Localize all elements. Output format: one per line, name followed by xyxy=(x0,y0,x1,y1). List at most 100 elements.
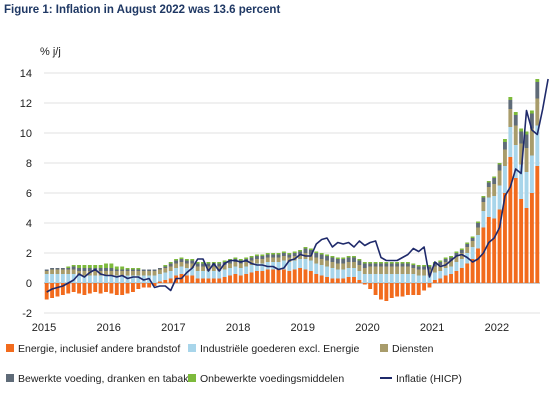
bar-segment-s4-m87 xyxy=(513,112,518,115)
bar-segment-s4-m28 xyxy=(195,262,200,264)
bar-segment-s2-m91 xyxy=(535,98,540,126)
bar-segment-s2-m3 xyxy=(60,269,65,274)
bar-segment-s0-m21 xyxy=(157,281,162,283)
bar-segment-s4-m14 xyxy=(120,266,125,270)
bar-segment-s3-m41 xyxy=(265,254,270,258)
bar-segment-s0-m85 xyxy=(503,193,507,283)
y-tick-label: 12 xyxy=(20,98,32,110)
bar-segment-s1-m73 xyxy=(438,271,443,279)
bar-segment-s3-m54 xyxy=(335,259,340,264)
bar-segment-s2-m27 xyxy=(190,263,195,268)
bar-segment-s0-m5 xyxy=(71,283,76,292)
bar-segment-s0-m37 xyxy=(244,274,249,283)
bar-segment-s0-m66 xyxy=(400,283,405,297)
bar-segment-s1-m36 xyxy=(238,268,243,276)
bar-segment-s2-m44 xyxy=(281,256,286,261)
bar-segment-s0-m18 xyxy=(141,283,146,288)
bar-segment-s3-m30 xyxy=(206,263,211,267)
bar-segment-s3-m20 xyxy=(152,269,157,271)
bar-segment-s0-m76 xyxy=(454,271,459,283)
bar-segment-s1-m7 xyxy=(82,275,87,283)
bar-segment-s3-m16 xyxy=(131,269,135,271)
bar-segment-s2-m36 xyxy=(238,263,243,268)
bar-segment-s3-m50 xyxy=(314,253,319,258)
bar-segment-s1-m4 xyxy=(66,274,71,283)
bar-segment-s3-m85 xyxy=(503,142,507,150)
bar-segment-s3-m66 xyxy=(400,263,405,267)
bar-segment-s3-m5 xyxy=(71,266,76,270)
bar-segment-s0-m33 xyxy=(222,277,227,283)
bar-segment-s0-m91 xyxy=(535,166,540,283)
bar-segment-s3-m6 xyxy=(77,268,81,271)
bar-segment-s1-m57 xyxy=(352,268,356,277)
bar-segment-s0-m39 xyxy=(255,271,259,283)
bar-segment-s4-m32 xyxy=(217,262,222,264)
bar-segment-s4-m27 xyxy=(190,259,195,261)
bar-segment-s4-m74 xyxy=(443,257,448,259)
bar-segment-s4-m15 xyxy=(125,268,130,270)
y-tick-label: 2 xyxy=(26,248,32,260)
bar-segment-s0-m43 xyxy=(276,269,281,283)
bar-segment-s0-m42 xyxy=(271,269,276,283)
bar-segment-s0-m46 xyxy=(292,269,297,283)
bar-segment-s0-m20 xyxy=(152,283,157,286)
bar-segment-s0-m58 xyxy=(357,280,362,283)
bar-segment-s3-m76 xyxy=(454,253,459,256)
bar-segment-s3-m42 xyxy=(271,254,276,258)
bar-segment-s4-m23 xyxy=(168,262,173,264)
bar-segment-s3-m89 xyxy=(524,134,529,148)
bar-segment-s2-m82 xyxy=(486,187,491,198)
bar-segment-s4-m57 xyxy=(352,256,356,258)
bar-segment-s1-m72 xyxy=(432,272,437,280)
bar-segment-s0-m87 xyxy=(513,178,518,283)
bar-segment-s4-m63 xyxy=(384,262,389,264)
bar-segment-s1-m6 xyxy=(77,275,81,283)
bar-segment-s3-m3 xyxy=(60,268,65,270)
bar-segment-s2-m84 xyxy=(497,170,502,186)
bar-segment-s1-m86 xyxy=(508,127,513,157)
bar-segment-s3-m70 xyxy=(422,266,427,270)
bar-segment-s0-m27 xyxy=(190,275,195,283)
bar-segment-s3-m82 xyxy=(486,182,491,187)
bar-segment-s2-m29 xyxy=(201,266,205,271)
bar-segment-s4-m4 xyxy=(66,266,71,268)
bar-segment-s3-m23 xyxy=(168,263,173,267)
x-tick-label: 2022 xyxy=(485,322,509,334)
bar-segment-s2-m77 xyxy=(459,253,464,259)
bar-segment-s3-m91 xyxy=(535,82,540,99)
bar-segment-s4-m43 xyxy=(276,253,281,255)
bar-segment-s0-m71 xyxy=(427,283,432,288)
bar-segment-s0-m1 xyxy=(50,283,55,298)
bar-segment-s4-m82 xyxy=(486,181,491,183)
bar-segment-s3-m40 xyxy=(260,256,265,259)
bar-segment-s1-m81 xyxy=(481,211,486,228)
bar-segment-s1-m69 xyxy=(416,275,421,283)
bar-segment-s0-m74 xyxy=(443,275,448,283)
bar-segment-s0-m2 xyxy=(55,283,60,297)
bar-segment-s3-m80 xyxy=(476,223,480,228)
bar-segment-s0-m22 xyxy=(163,280,168,283)
bar-segment-s3-m69 xyxy=(416,266,421,270)
bar-segment-s0-m50 xyxy=(314,274,319,283)
bar-segment-s1-m38 xyxy=(249,265,254,273)
legend-label: Inflatie (HICP) xyxy=(396,373,462,385)
bar-segment-s1-m87 xyxy=(513,145,518,178)
bar-segment-s1-m70 xyxy=(422,275,427,283)
bar-segment-s2-m43 xyxy=(276,257,281,262)
bar-segment-s0-m84 xyxy=(497,209,502,283)
bar-segment-s1-m5 xyxy=(71,274,76,283)
bar-segment-s0-m63 xyxy=(384,283,389,301)
bar-segment-s3-m34 xyxy=(228,260,232,264)
bar-segment-s2-m66 xyxy=(400,266,405,274)
bar-segment-s0-m52 xyxy=(325,277,329,283)
y-tick-label: 0 xyxy=(26,278,32,290)
bar-segment-s2-m16 xyxy=(131,271,135,276)
bar-segment-s3-m86 xyxy=(508,100,513,109)
bar-segment-s3-m45 xyxy=(287,254,292,258)
bar-segment-s3-m68 xyxy=(411,265,416,268)
bar-segment-s1-m2 xyxy=(55,274,60,283)
bar-segment-s4-m55 xyxy=(341,257,346,259)
bar-segment-s4-m7 xyxy=(82,265,87,268)
bar-segment-s4-m89 xyxy=(524,131,529,135)
bar-segment-s2-m7 xyxy=(82,271,87,276)
